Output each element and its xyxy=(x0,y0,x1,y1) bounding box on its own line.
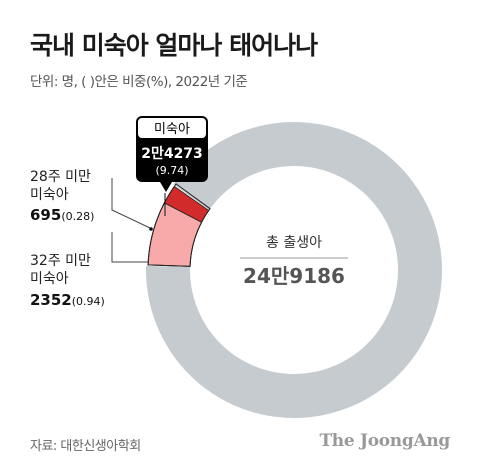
leader-dot xyxy=(149,227,153,231)
callout-label: 미숙아 xyxy=(154,122,190,137)
total-label: 총 출생아 xyxy=(266,235,322,251)
label-28-name-line2: 미숙아 xyxy=(30,187,69,203)
source-note: 자료: 대한신생아학회 xyxy=(30,439,141,454)
callout-value: 2만4273 xyxy=(141,146,203,162)
label-32-number: 2352 xyxy=(30,291,72,309)
slice-preterm-edge xyxy=(147,183,211,267)
label-32-name-line1: 32주 미만 xyxy=(30,253,91,269)
callout-pct: (9.74) xyxy=(155,164,188,177)
leader-line-28 xyxy=(111,178,151,229)
ring-rest-slice xyxy=(146,121,442,418)
label-32-value: 2352(0.94) xyxy=(30,291,105,309)
total-value: 24만9186 xyxy=(243,264,345,288)
brand-logo: The JoongAng xyxy=(319,431,450,451)
chart-title: 국내 미숙아 얼마나 태어나나 xyxy=(30,31,318,60)
label-28-number: 695 xyxy=(30,206,61,224)
callout-preterm: 미숙아 2만4273 (9.74) xyxy=(136,116,208,192)
label-28-value: 695(0.28) xyxy=(30,206,94,224)
chart-subtitle: 단위: 명, ( )안은 비중(%), 2022년 기준 xyxy=(30,74,248,90)
label-28-pct: (0.28) xyxy=(61,210,94,223)
leader-line-32 xyxy=(111,232,148,263)
label-28-name-line1: 28주 미만 xyxy=(30,169,91,185)
label-32-pct: (0.94) xyxy=(72,295,105,308)
label-32-name-line2: 미숙아 xyxy=(30,271,69,287)
